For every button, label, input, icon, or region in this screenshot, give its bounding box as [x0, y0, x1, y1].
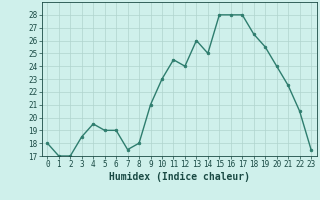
X-axis label: Humidex (Indice chaleur): Humidex (Indice chaleur) [109, 172, 250, 182]
